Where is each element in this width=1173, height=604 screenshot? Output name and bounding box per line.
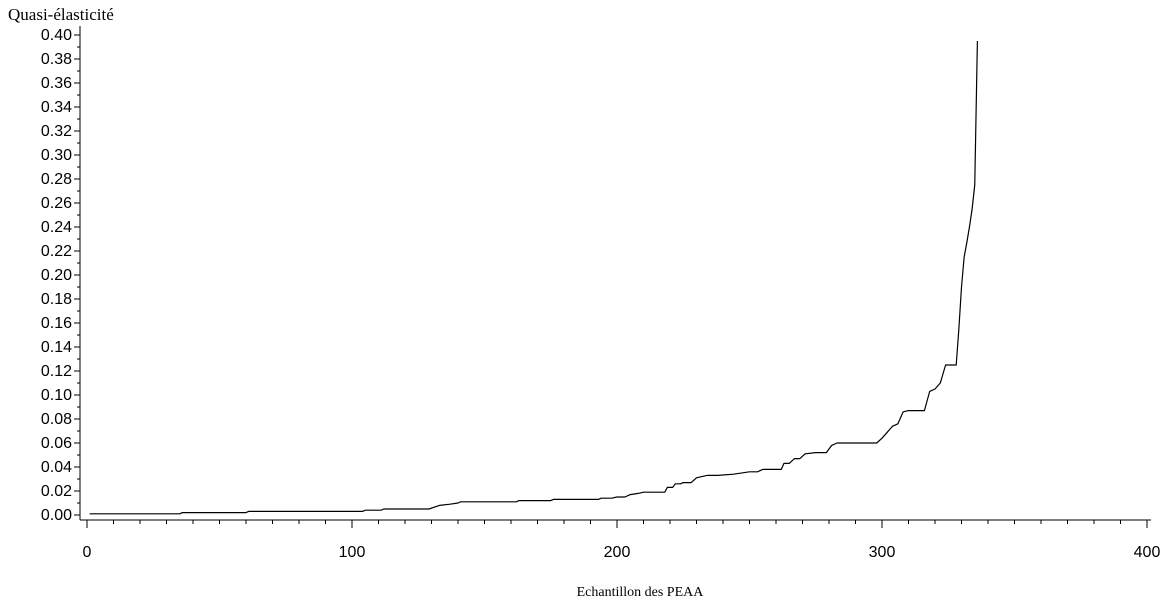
x-tick-label: 300 [869, 544, 896, 561]
y-tick-label: 0.36 [41, 75, 72, 92]
x-minor-ticks [113, 520, 1121, 524]
y-tick-label: 0.26 [41, 195, 72, 212]
y-tick-label: 0.28 [41, 171, 72, 188]
y-tick-label: 0.02 [41, 483, 72, 500]
y-tick-label: 0.12 [41, 363, 72, 380]
y-tick-label: 0.20 [41, 267, 72, 284]
y-tick-label: 0.34 [41, 99, 72, 116]
x-tick-label: 400 [1134, 544, 1161, 561]
y-tick-label: 0.16 [41, 315, 72, 332]
y-tick-label: 0.14 [41, 339, 72, 356]
y-axis-title: Quasi-élasticité [8, 5, 114, 24]
y-tick-label: 0.32 [41, 123, 72, 140]
x-tick-label: 200 [604, 544, 631, 561]
y-tick-label: 0.04 [41, 459, 72, 476]
x-axis-title: Echantillon des PEAA [577, 585, 705, 600]
y-ticks: 0.00 0.02 0.04 0.06 0.08 0.10 0.12 0.14 0.16 0.18… [41, 27, 80, 524]
y-tick-label: 0.24 [41, 219, 72, 236]
y-tick-label: 0.08 [41, 411, 72, 428]
y-tick-label: 0.40 [41, 27, 72, 44]
y-tick-label: 0.10 [41, 387, 72, 404]
y-tick-label: 0.00 [41, 507, 72, 524]
y-tick-label: 0.18 [41, 291, 72, 308]
x-tick-label: 100 [339, 544, 366, 561]
y-tick-label: 0.38 [41, 51, 72, 68]
series-line [89, 40, 978, 515]
y-minor-ticks [77, 46, 80, 504]
y-tick-label: 0.30 [41, 147, 72, 164]
x-ticks: 0 100 200 300 400 [83, 520, 1161, 561]
x-tick-label: 0 [83, 544, 92, 561]
y-tick-label: 0.22 [41, 243, 72, 260]
y-tick-label: 0.06 [41, 435, 72, 452]
